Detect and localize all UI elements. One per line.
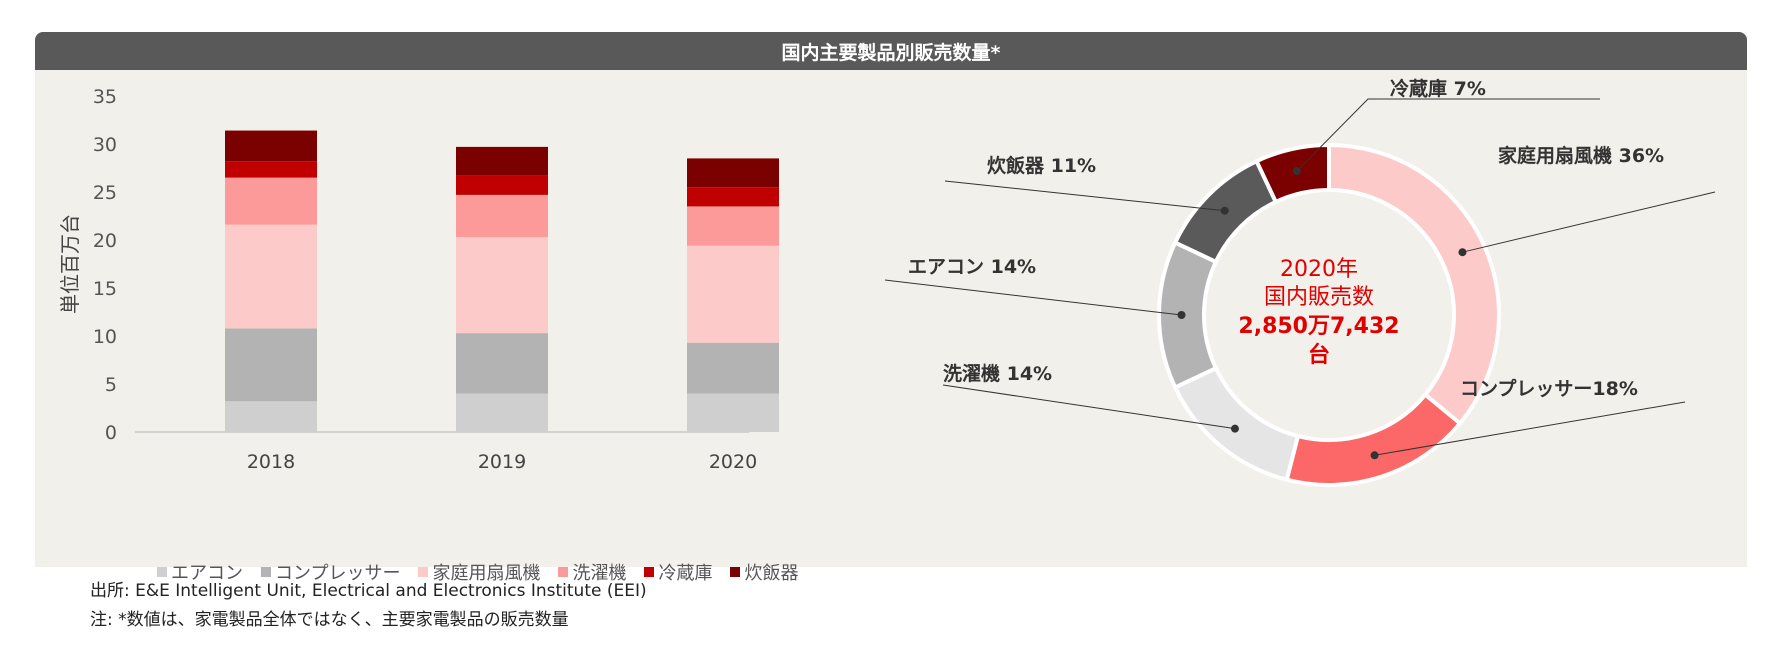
legend-label: エアコン [171, 563, 243, 584]
donut-slice [1253, 142, 1331, 205]
bar-segment [687, 187, 779, 207]
callout-dot [1458, 248, 1467, 257]
bar-segment [687, 158, 779, 188]
y-tick-label: 35 [93, 86, 117, 108]
center-text-value: 2,850万7,432 [1238, 314, 1399, 339]
callout-line [884, 279, 1182, 316]
y-tick-label: 30 [93, 134, 117, 156]
y-tick-label: 5 [105, 374, 117, 396]
y-tick-label: 10 [93, 326, 117, 348]
y-tick-label: 25 [93, 182, 117, 204]
slice-label: 冷蔵庫 7% [1390, 77, 1486, 100]
center-text-title: 国内販売数 [1264, 285, 1374, 310]
chart-canvas: 0 5 10 15 20 25 30 35 単位百万台 2018 2019 2020 家庭用扇風機 36… [58, 77, 1716, 488]
y-axis-label: 単位百万台 [58, 214, 82, 314]
callout-line [942, 384, 1236, 430]
callout-line [1462, 191, 1716, 253]
bar-segment [456, 194, 548, 238]
y-tick-label: 0 [105, 422, 117, 444]
chart-title: 国内主要製品別販売数量* [35, 32, 1747, 70]
bar-segment [225, 328, 317, 402]
bar-segment [225, 177, 317, 225]
slice-label: 洗濯機 14% [943, 362, 1052, 385]
slice-label: 家庭用扇風機 36% [1498, 144, 1664, 167]
bar-segment [225, 161, 317, 178]
legend-swatch [418, 567, 429, 577]
bar-segment [456, 393, 548, 432]
bar-segment [225, 130, 317, 162]
legend-item: 炊飯器 [730, 559, 798, 585]
callout-line [1296, 98, 1600, 172]
callout-line [1374, 401, 1686, 456]
callout-line [944, 180, 1225, 212]
legend-label: コンプレッサー [275, 563, 401, 584]
center-text-unit: 台 [1308, 342, 1330, 368]
note-line: 注: *数値は、家電製品全体ではなく、主要家電製品の販売数量 [90, 610, 569, 630]
bar-segment [687, 245, 779, 343]
x-tick-label: 2020 [709, 451, 757, 473]
legend-item: 冷蔵庫 [644, 559, 712, 585]
donut-slice [1172, 365, 1301, 483]
bar-segment [456, 146, 548, 176]
bar-legend: エアコン コンプレッサー 家庭用扇風機 洗濯機 冷蔵庫 炊飯器 [157, 559, 798, 585]
donut-slice [1327, 142, 1502, 427]
legend-swatch [730, 567, 741, 577]
y-tick-label: 20 [93, 230, 117, 252]
legend-label: 炊飯器 [744, 563, 799, 584]
legend-label: 家庭用扇風機 [432, 563, 541, 584]
center-text-year: 2020年 [1280, 257, 1358, 282]
bar-segment [225, 224, 317, 329]
y-tick-label: 15 [93, 278, 117, 300]
x-tick-label: 2018 [247, 451, 295, 473]
source-line: 出所: E&E Intelligent Unit, Electrical and… [90, 581, 647, 601]
legend-swatch [558, 567, 569, 577]
bar-segment [687, 393, 779, 432]
legend-label: 冷蔵庫 [658, 563, 713, 584]
slice-label: エアコン 14% [908, 256, 1036, 278]
bar-segment [687, 206, 779, 246]
bar-segment [456, 175, 548, 195]
bar-segment [456, 237, 548, 334]
chart-panel: 0 5 10 15 20 25 30 35 単位百万台 2018 2019 2020 家庭用扇風機 36… [35, 70, 1747, 584]
bar-segment [456, 333, 548, 394]
legend-item: エアコン [157, 559, 243, 585]
bar-segment [225, 401, 317, 432]
donut-slice [1284, 391, 1463, 488]
source-notes: 出所: E&E Intelligent Unit, Electrical and… [90, 577, 647, 635]
legend-swatch [157, 567, 167, 577]
x-tick-label: 2019 [478, 451, 526, 473]
bar-segment [687, 342, 779, 394]
donut-slice [1157, 239, 1219, 391]
legend-label: 洗濯機 [572, 563, 627, 584]
legend-item: 家庭用扇風機 [418, 559, 540, 585]
slice-label: コンプレッサー18% [1460, 377, 1638, 400]
legend-item: 洗濯機 [558, 559, 626, 585]
legend-swatch [261, 567, 271, 577]
legend-swatch [644, 567, 655, 577]
slice-label: 炊飯器 11% [987, 154, 1096, 177]
legend-item: コンプレッサー [261, 559, 400, 585]
